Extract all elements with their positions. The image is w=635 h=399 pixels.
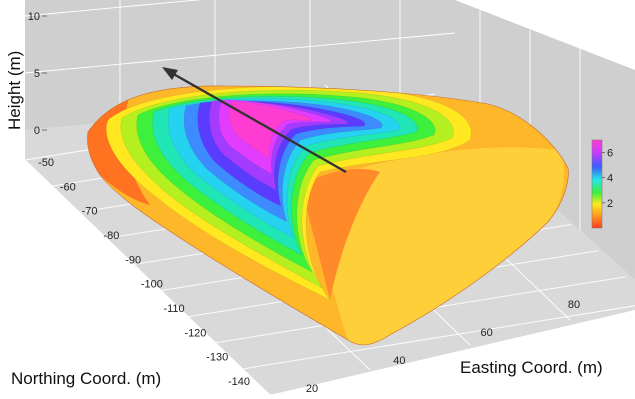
colorbar-tick-label: 4 (607, 173, 613, 185)
y-axis-ticks: -50 -60 -70 -80 -90 -100-110-120 -130-140 (38, 157, 250, 388)
z-axis-ticks: 0 5 10 (28, 11, 47, 137)
x-tick-label: 60 (481, 327, 493, 339)
y-tick-label: -110 (163, 303, 184, 315)
y-tick-label: -50 (38, 157, 54, 169)
x-tick-label: 80 (568, 299, 580, 311)
x-axis-label: Easting Coord. (m) (460, 358, 603, 377)
x-axis-ticks: 20 40 60 80 (306, 299, 580, 395)
surface-outline (87, 85, 569, 346)
y-tick-label: -100 (141, 279, 163, 291)
colorbar-tick-label: 2 (607, 198, 613, 210)
colorbar-ticks: 2 4 6 (602, 148, 613, 210)
x-tick-label: 40 (393, 355, 405, 367)
y-tick-label: -80 (103, 230, 119, 242)
z-axis-label: Height (m) (5, 51, 24, 130)
y-tick-label: -130 (206, 352, 228, 364)
z-tick-label: 10 (28, 11, 40, 23)
colorbar: 2 4 6 (591, 139, 613, 229)
z-tick-label: 5 (34, 68, 40, 80)
y-tick-label: -90 (125, 254, 141, 266)
y-tick-label: -140 (228, 376, 250, 388)
direction-arrow (162, 67, 347, 174)
y-tick-label: -70 (82, 206, 98, 218)
y-axis-label: Northing Coord. (m) (11, 369, 161, 388)
height-surface (87, 85, 569, 345)
y-tick-label: -60 (60, 181, 76, 193)
x-tick-label: 20 (306, 383, 318, 395)
z-tick-label: 0 (34, 125, 40, 137)
y-tick-label: -120 (184, 327, 206, 339)
colorbar-bar (591, 139, 603, 229)
colorbar-tick-label: 6 (607, 148, 613, 160)
